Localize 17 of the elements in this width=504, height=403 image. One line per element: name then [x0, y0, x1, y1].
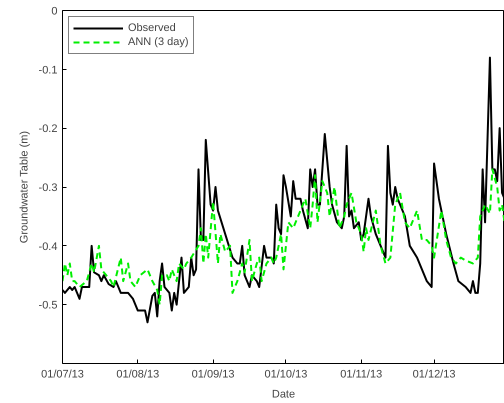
legend-label: Observed — [128, 21, 176, 35]
x-tick-label: 01/11/13 — [340, 368, 382, 380]
y-axis-title: Groundwater Table (m) — [18, 130, 31, 244]
x-tick-label: 01/07/13 — [41, 368, 84, 380]
y-tick-label: 0 — [51, 6, 58, 18]
y-tick-label: -0.3 — [38, 182, 58, 194]
y-tick-label: -0.2 — [38, 123, 58, 136]
y-tick-label: -0.4 — [38, 240, 58, 253]
x-tick-label: 01/10/13 — [264, 368, 308, 380]
x-tick-label: 01/12/13 — [412, 368, 456, 380]
x-tick-label: 01/08/13 — [116, 368, 160, 380]
y-tick-label: -0.1 — [38, 64, 58, 76]
x-tick-label: 01/09/13 — [192, 368, 234, 380]
legend-label: ANN (3 day) — [128, 35, 189, 49]
y-tick-label: -0.5 — [38, 300, 58, 312]
x-axis-title: Date — [272, 388, 296, 400]
line-series — [62, 168, 504, 306]
